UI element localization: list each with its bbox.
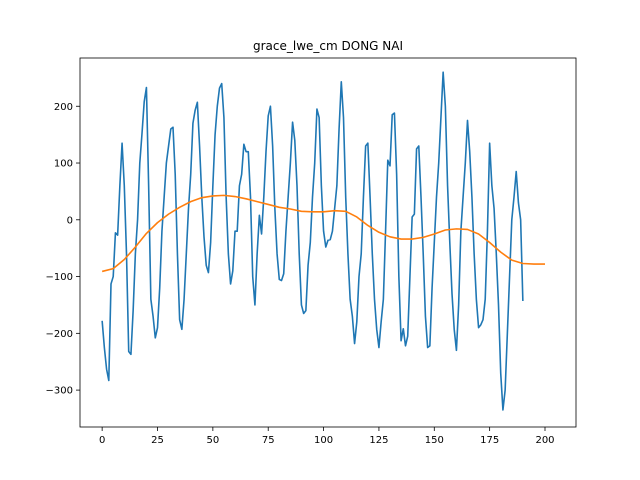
y-tick-label: 200 [54,102,73,113]
x-tick-label: 50 [206,435,219,446]
y-axis: −300 −200 −100 0 100 200 [46,102,80,397]
x-tick-label: 75 [262,435,275,446]
x-axis: 0 25 50 75 100 125 150 175 200 [99,427,555,446]
x-tick-label: 25 [151,435,164,446]
plot-frame [79,57,577,428]
y-tick-label: 100 [54,159,73,170]
x-tick-label: 150 [425,435,444,446]
x-tick-label: 100 [314,435,333,446]
x-tick-label: 200 [535,435,554,446]
x-tick-label: 175 [480,435,499,446]
y-tick-label: −100 [46,272,73,283]
y-tick-label: −300 [46,386,73,397]
x-tick-label: 0 [99,435,105,446]
series-line-1 [101,71,524,411]
series-line-2 [101,194,545,273]
x-tick-label: 125 [369,435,388,446]
y-tick-label: 0 [67,215,73,226]
series-layer [101,71,545,411]
y-tick-label: −200 [46,329,73,340]
chart-title: grace_lwe_cm DONG NAI [253,39,403,53]
